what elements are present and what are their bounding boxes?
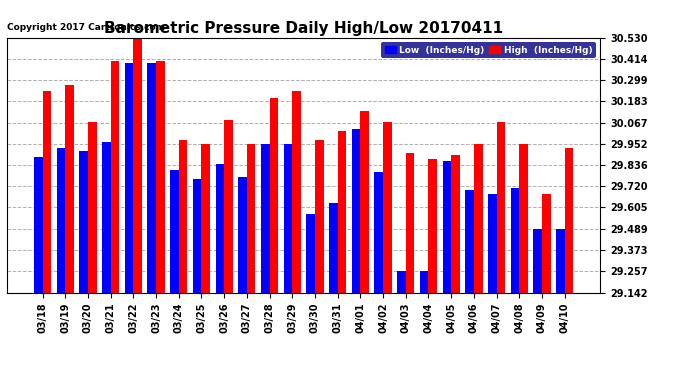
Bar	[270, 98, 278, 292]
Title: Barometric Pressure Daily High/Low 20170411: Barometric Pressure Daily High/Low 20170…	[104, 21, 503, 36]
Bar	[451, 155, 460, 292]
Bar	[193, 179, 201, 292]
Bar	[360, 111, 369, 292]
Text: Copyright 2017 Cartronics.com: Copyright 2017 Cartronics.com	[7, 24, 165, 33]
Bar	[79, 152, 88, 292]
Bar	[442, 160, 451, 292]
Bar	[43, 91, 51, 292]
Bar	[406, 153, 415, 292]
Bar	[247, 144, 255, 292]
Bar	[170, 170, 179, 292]
Bar	[306, 214, 315, 292]
Bar	[201, 144, 210, 292]
Bar	[293, 91, 301, 292]
Bar	[375, 172, 383, 292]
Bar	[34, 157, 43, 292]
Bar	[215, 164, 224, 292]
Bar	[488, 194, 497, 292]
Bar	[465, 190, 474, 292]
Bar	[520, 144, 528, 292]
Bar	[261, 144, 270, 292]
Bar	[556, 229, 564, 292]
Bar	[148, 63, 156, 292]
Legend: Low  (Inches/Hg), High  (Inches/Hg): Low (Inches/Hg), High (Inches/Hg)	[382, 42, 595, 58]
Bar	[179, 140, 188, 292]
Bar	[238, 177, 247, 292]
Bar	[315, 140, 324, 292]
Bar	[337, 131, 346, 292]
Bar	[428, 159, 437, 292]
Bar	[397, 271, 406, 292]
Bar	[533, 229, 542, 292]
Bar	[564, 148, 573, 292]
Bar	[224, 120, 233, 292]
Bar	[125, 63, 133, 292]
Bar	[383, 122, 392, 292]
Bar	[156, 62, 165, 292]
Bar	[329, 203, 337, 292]
Bar	[57, 148, 65, 292]
Bar	[88, 122, 97, 292]
Bar	[110, 62, 119, 292]
Bar	[102, 142, 110, 292]
Bar	[474, 144, 482, 292]
Bar	[352, 129, 360, 292]
Bar	[497, 122, 505, 292]
Bar	[511, 188, 520, 292]
Bar	[420, 271, 428, 292]
Bar	[65, 85, 74, 292]
Bar	[133, 38, 142, 292]
Bar	[284, 144, 293, 292]
Bar	[542, 194, 551, 292]
